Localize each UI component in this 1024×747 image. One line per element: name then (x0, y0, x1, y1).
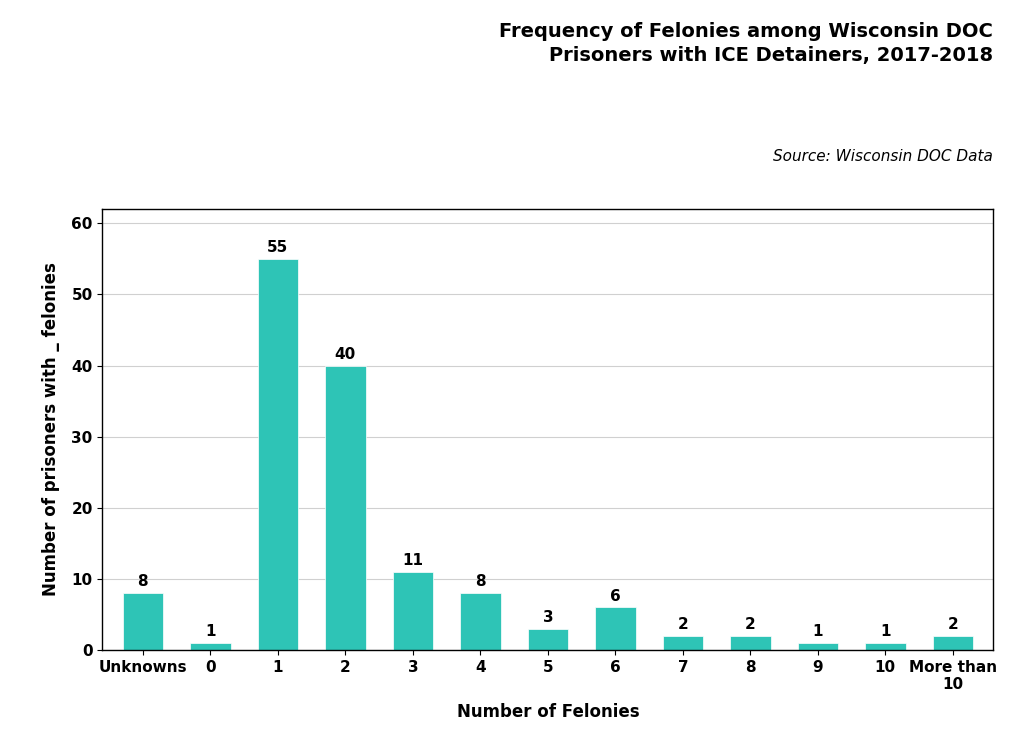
Text: Source: Wisconsin DOC Data: Source: Wisconsin DOC Data (773, 149, 993, 164)
Bar (730, 636, 771, 650)
Text: 1: 1 (205, 624, 216, 639)
Bar (865, 642, 905, 650)
Bar (258, 259, 298, 650)
Text: 8: 8 (475, 574, 485, 589)
Y-axis label: Number of prisoners with _ felonies: Number of prisoners with _ felonies (42, 263, 60, 596)
Text: Frequency of Felonies among Wisconsin DOC
Prisoners with ICE Detainers, 2017-201: Frequency of Felonies among Wisconsin DO… (500, 22, 993, 65)
Bar (123, 593, 163, 650)
Text: 2: 2 (947, 617, 958, 632)
Bar (933, 636, 973, 650)
Bar (663, 636, 703, 650)
Text: 55: 55 (267, 241, 289, 255)
Bar (527, 628, 568, 650)
Text: 6: 6 (610, 589, 621, 604)
Text: 11: 11 (402, 553, 423, 568)
Text: 2: 2 (678, 617, 688, 632)
Bar (326, 365, 366, 650)
Bar (460, 593, 501, 650)
Bar (595, 607, 636, 650)
X-axis label: Number of Felonies: Number of Felonies (457, 703, 639, 721)
Text: 8: 8 (137, 574, 148, 589)
Bar (392, 571, 433, 650)
Text: 40: 40 (335, 347, 356, 362)
Bar (798, 642, 838, 650)
Text: 1: 1 (880, 624, 891, 639)
Text: 3: 3 (543, 610, 553, 625)
Bar (190, 642, 230, 650)
Text: 2: 2 (744, 617, 756, 632)
Text: 1: 1 (813, 624, 823, 639)
